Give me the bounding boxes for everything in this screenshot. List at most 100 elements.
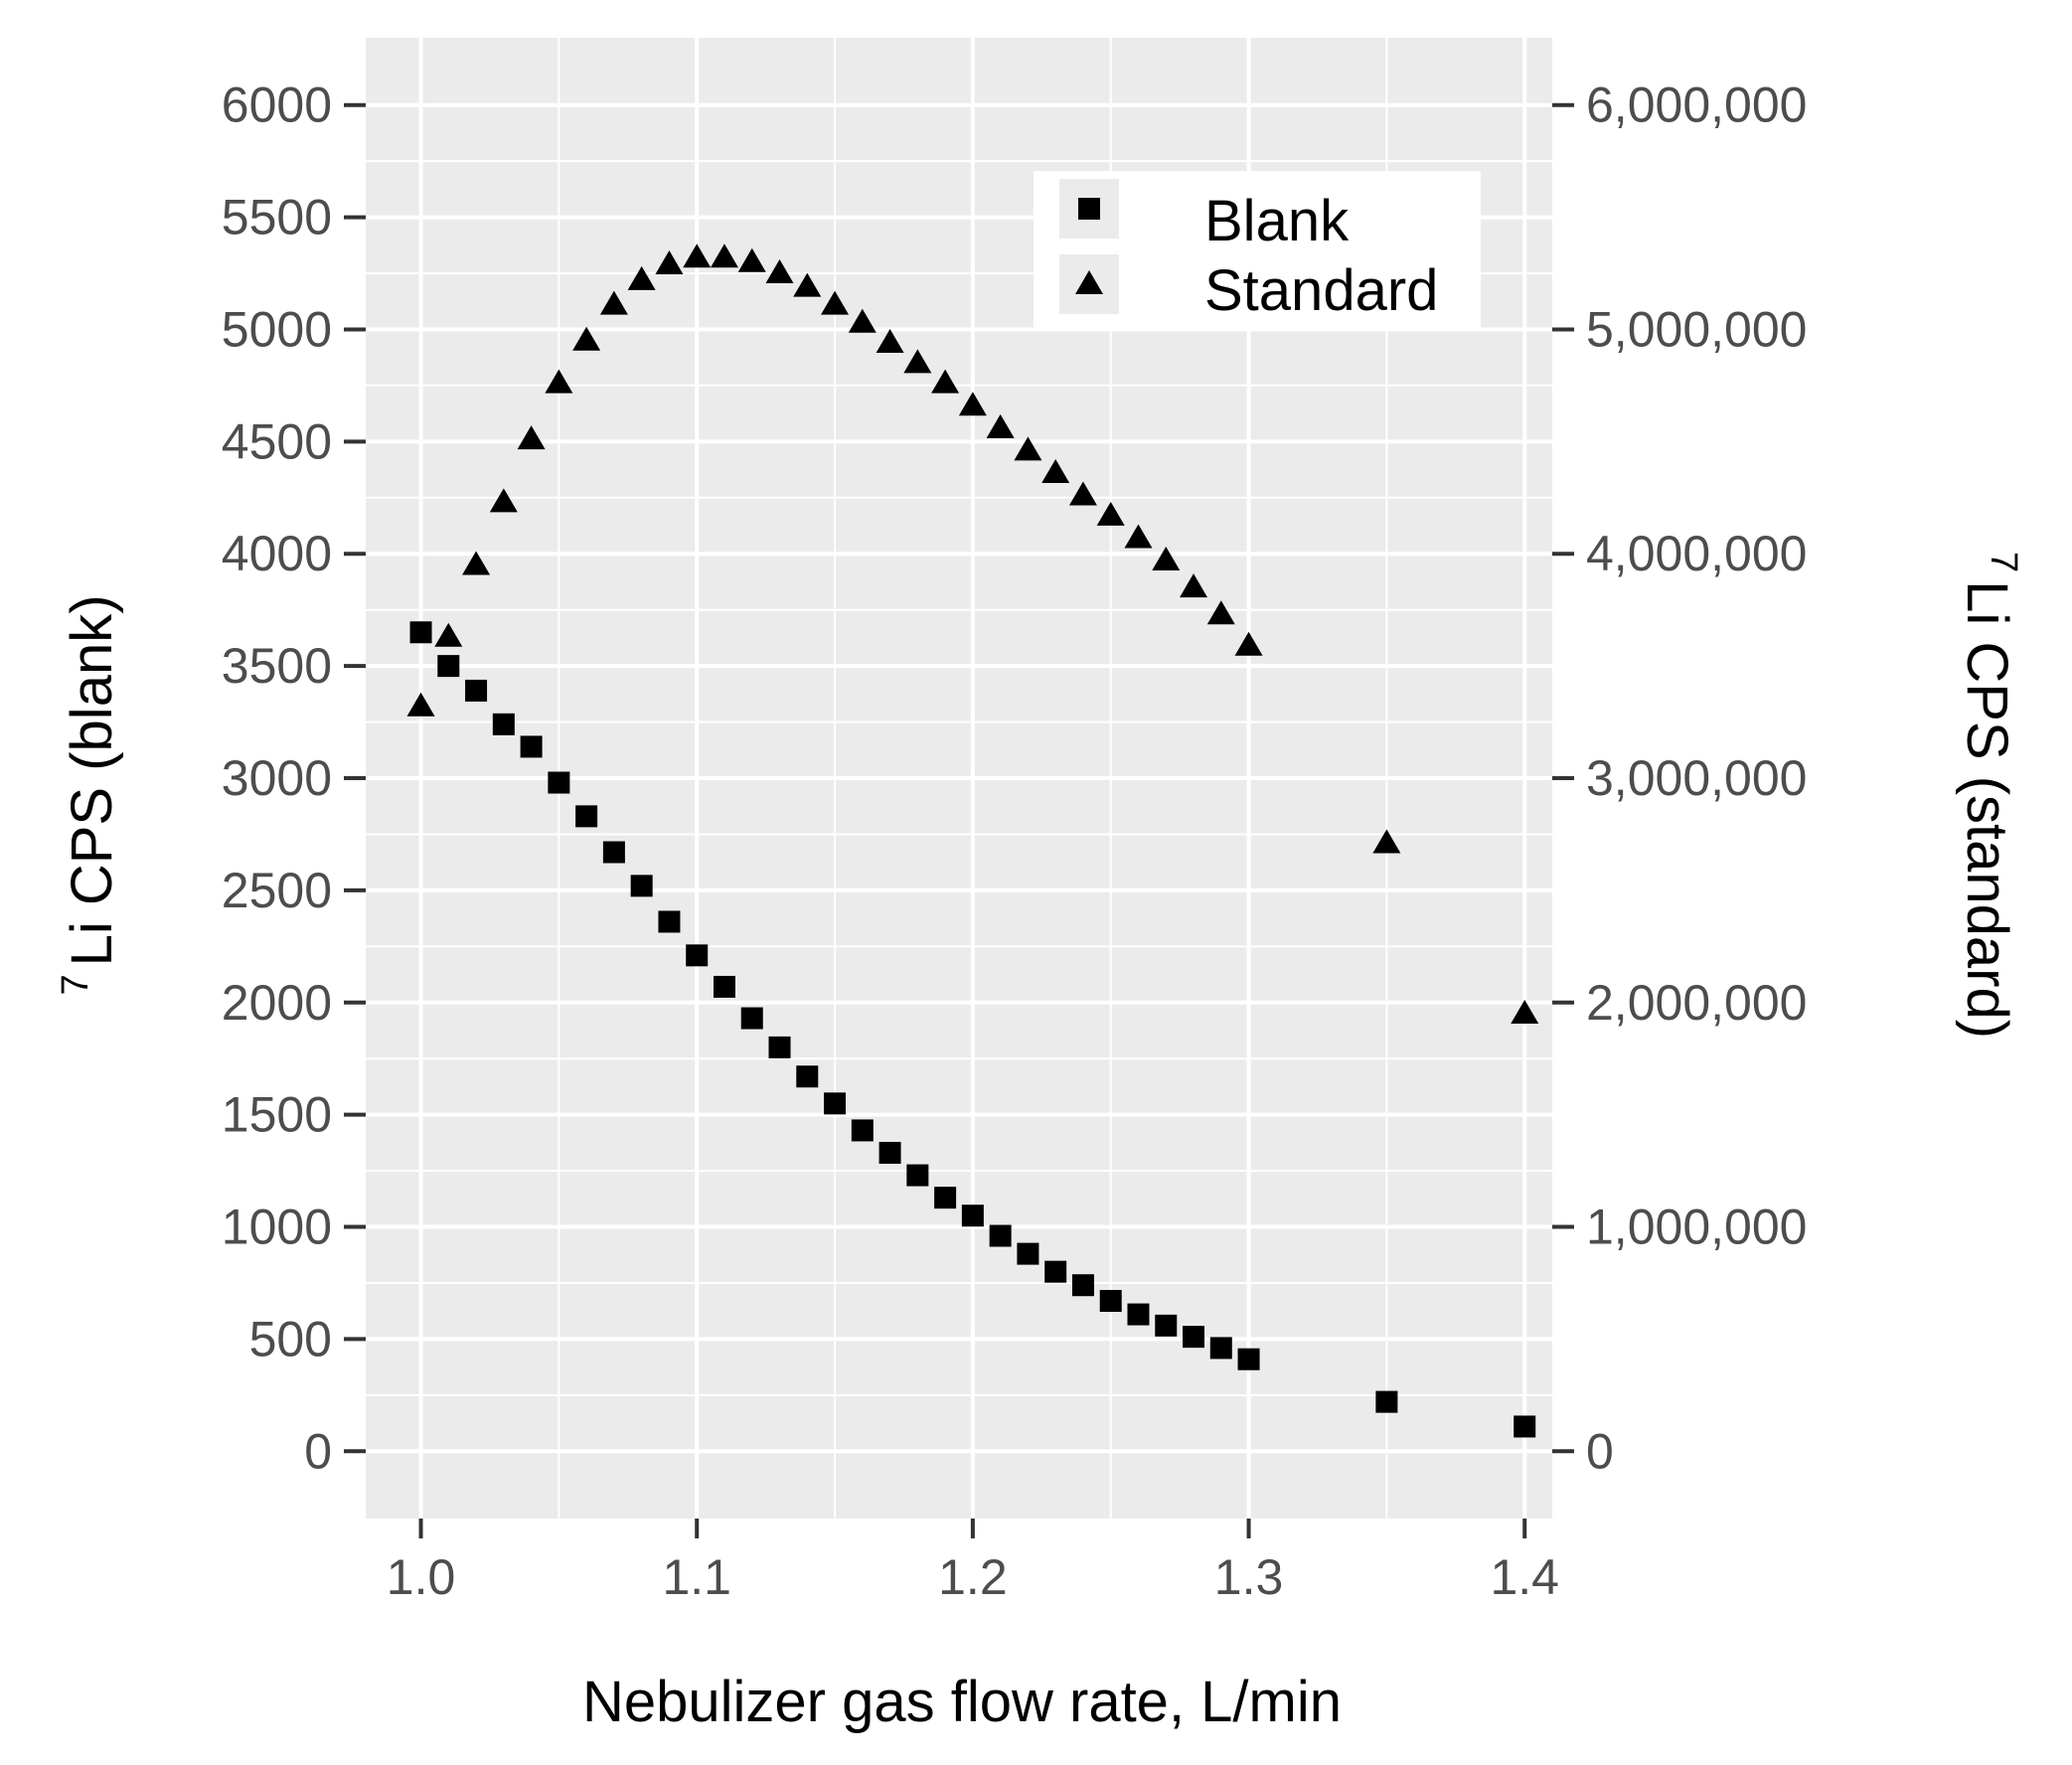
blank-point	[492, 713, 515, 735]
standard-point	[986, 413, 1015, 438]
standard-point	[1041, 458, 1070, 483]
blank-point	[824, 1092, 847, 1115]
standard-point	[1124, 524, 1153, 549]
standard-point	[1511, 1000, 1539, 1025]
standard-point	[931, 369, 960, 394]
standard-point	[1068, 481, 1097, 506]
left-y-tick-label: 0	[304, 1423, 332, 1479]
blank-point	[961, 1204, 984, 1227]
series-blank	[409, 621, 1536, 1438]
blank-point	[520, 735, 543, 758]
legend-label-standard: Standard	[1204, 258, 1438, 323]
left-y-tick-label: 2000	[222, 975, 332, 1031]
blank-point	[1017, 1242, 1039, 1265]
standard-point	[1234, 631, 1263, 656]
x-axis-title: Nebulizer gas flow rate, L/min	[582, 1670, 1342, 1734]
standard-point	[848, 308, 877, 333]
left-y-tick-label: 6000	[222, 78, 332, 133]
left-y-axis-title-superscript: 7	[55, 974, 96, 995]
standard-point	[737, 247, 766, 272]
standard-point	[903, 349, 932, 374]
blank-point	[713, 975, 735, 998]
left-y-tick-label: 4500	[222, 413, 332, 469]
right-y-tick-label: 6,000,000	[1586, 78, 1807, 133]
right-y-axis-title-text: Li CPS (standard)	[1955, 580, 2019, 1039]
blank-point	[630, 875, 653, 897]
right-y-tick-label: 4,000,000	[1586, 526, 1807, 581]
blank-point	[1514, 1415, 1536, 1438]
blank-point	[409, 621, 432, 644]
blank-point	[1099, 1290, 1122, 1313]
x-tick-label: 1.3	[1214, 1549, 1284, 1605]
blank-point	[1071, 1274, 1094, 1297]
right-y-tick-label: 3,000,000	[1586, 750, 1807, 806]
left-y-tick-label: 1500	[222, 1087, 332, 1143]
standard-point	[434, 622, 463, 647]
standard-point	[1180, 573, 1208, 598]
legend: Blank Standard	[1034, 171, 1481, 330]
standard-point	[1206, 600, 1235, 625]
legend-label-blank: Blank	[1204, 189, 1350, 253]
right-y-axis-title: 7 Li CPS (standard)	[1955, 552, 2024, 1039]
blank-point	[989, 1224, 1012, 1247]
standard-point	[406, 692, 435, 717]
blank-point	[740, 1007, 763, 1030]
left-y-axis-title-text: Li CPS (blank)	[60, 594, 124, 966]
svg-text:7Li CPS (blank): 7 Li CPS (blank)	[55, 594, 124, 995]
standard-point	[958, 392, 987, 416]
left-y-axis: 0 500 1000 1500 2000 2500 3000 3500 4000 4500 5000…	[222, 78, 366, 1479]
blank-point	[658, 910, 681, 933]
standard-point	[710, 243, 738, 268]
standard-point	[462, 551, 491, 575]
right-y-tick-label: 1,000,000	[1586, 1200, 1807, 1255]
left-y-tick-label: 500	[249, 1311, 332, 1366]
right-y-tick-label: 2,000,000	[1586, 975, 1807, 1031]
left-y-tick-label: 5000	[222, 301, 332, 357]
blank-point	[851, 1119, 874, 1142]
blank-point	[934, 1187, 957, 1209]
standard-point	[545, 369, 573, 394]
standard-point	[1372, 829, 1401, 854]
blank-point	[1183, 1326, 1205, 1349]
standard-point	[793, 272, 822, 297]
standard-point	[765, 259, 794, 284]
standard-point	[599, 290, 628, 315]
blank-point	[465, 679, 488, 702]
x-axis: 1.0 1.1 1.2 1.3 1.4	[387, 1519, 1559, 1605]
left-y-tick-label: 3500	[222, 638, 332, 694]
blank-point	[575, 805, 598, 828]
svg-text:7Li CPS (standard): 7 Li CPS (standard)	[1955, 552, 2024, 1039]
x-tick-label: 1.0	[387, 1549, 456, 1605]
standard-point	[489, 488, 518, 513]
standard-point	[517, 425, 546, 450]
left-y-tick-label: 3000	[222, 750, 332, 806]
x-tick-label: 1.1	[662, 1549, 731, 1605]
blank-point	[878, 1142, 901, 1165]
standard-point	[627, 265, 656, 290]
standard-point	[821, 290, 850, 315]
left-y-axis-title: 7 Li CPS (blank)	[55, 594, 124, 995]
blank-point	[437, 655, 460, 678]
left-y-tick-label: 2500	[222, 863, 332, 918]
right-y-tick-label: 0	[1586, 1423, 1614, 1479]
standard-point	[1152, 547, 1181, 571]
blank-point	[548, 771, 570, 794]
left-y-tick-label: 1000	[222, 1200, 332, 1255]
standard-point	[876, 329, 904, 354]
standard-point	[1096, 501, 1125, 526]
standard-point	[1014, 436, 1042, 461]
blank-point	[1127, 1303, 1150, 1326]
right-y-axis-title-superscript: 7	[1983, 552, 2024, 572]
x-tick-label: 1.4	[1490, 1549, 1559, 1605]
standard-point	[572, 326, 601, 351]
series-standard	[406, 243, 1539, 1025]
blank-point	[796, 1065, 819, 1088]
blank-point	[686, 944, 709, 967]
right-y-axis: 0 1,000,000 2,000,000 3,000,000 4,000,000 5,0…	[1552, 78, 1807, 1479]
x-tick-label: 1.2	[938, 1549, 1008, 1605]
blank-point	[906, 1164, 929, 1187]
legend-standard-triangle-icon	[1075, 270, 1103, 294]
blank-point	[1375, 1390, 1398, 1413]
blank-point	[602, 841, 625, 864]
